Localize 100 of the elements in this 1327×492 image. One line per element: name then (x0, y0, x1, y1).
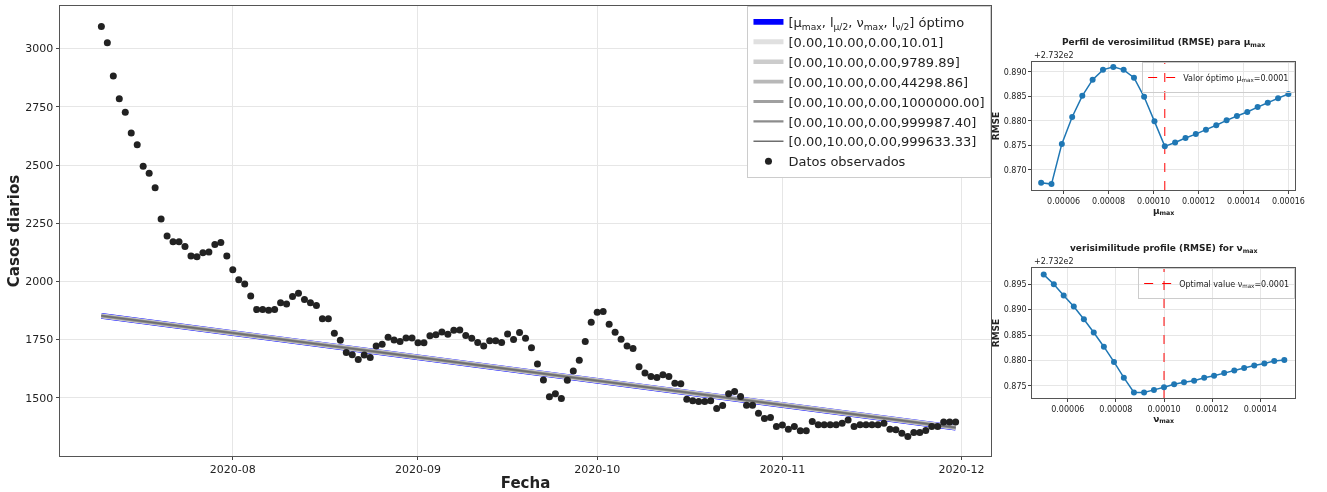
point (1213, 122, 1220, 129)
x-tick-label: 2020-12 (938, 463, 985, 477)
y-tick-label: 0.890 (1003, 305, 1027, 315)
y-tick-label: 0.880 (1003, 116, 1027, 126)
y-tick-label: 2250 (25, 217, 54, 231)
point (1171, 381, 1178, 388)
legend-label: [0.00,10.00,0.00,999633.33] (788, 134, 977, 150)
x-tick-label: 0.00010 (1147, 404, 1181, 414)
y-tick-label: 0.885 (1003, 92, 1027, 102)
legend-label: [0.00,10.00,0.00,999987.40] (788, 114, 977, 130)
x-tick-label: 0.00014 (1243, 404, 1277, 414)
point (1264, 99, 1271, 106)
point (1120, 66, 1127, 73)
text: +2.732e2 (1034, 51, 1074, 60)
point (1120, 374, 1127, 381)
point (1090, 329, 1097, 336)
x-tick-label: 0.00006 (1047, 196, 1081, 206)
point (1244, 109, 1251, 116)
y-tick-label: 2500 (25, 158, 54, 172)
point (1161, 384, 1168, 391)
ref-line-label: Optimal value ν$_{max}$=0.0001 (1179, 279, 1290, 290)
x-tick-label: 0.00008 (1099, 404, 1133, 414)
point (1251, 362, 1258, 369)
point (1231, 367, 1238, 374)
text: +2.732e2 (1034, 257, 1074, 266)
point (1058, 140, 1065, 147)
point (1181, 379, 1187, 386)
point (1099, 66, 1106, 73)
x-tick-label: 0.00008 (1092, 196, 1126, 206)
point (1211, 372, 1218, 379)
x-tick-label: 0.00012 (1195, 404, 1229, 414)
point (1281, 356, 1288, 363)
y-tick-label: 2000 (25, 275, 54, 289)
y-tick-label: 3000 (25, 42, 54, 56)
point (1261, 360, 1268, 367)
legend-label: [0.00,10.00,0.00,44298.86] (788, 74, 969, 90)
x-axis-title: ν$_{max}$ (1153, 413, 1175, 425)
point (1141, 93, 1148, 100)
x-tick-label: 2020-10 (574, 463, 621, 477)
legend-label: [0.00,10.00,0.00,10.01] (788, 34, 944, 50)
point (1040, 271, 1047, 278)
text: [μ$_{max}$, l$_{μ/2}$, ν$_{max}$, l$_{ν/2}$] óptimo (788, 15, 965, 32)
point (1131, 74, 1137, 81)
point (1241, 365, 1248, 372)
point (1060, 292, 1067, 299)
point (1048, 181, 1055, 188)
x-tick-label: 0.00010 (1137, 196, 1171, 206)
y-tick-label: 2750 (25, 100, 54, 114)
point (1221, 370, 1228, 377)
x-tick-label: 0.00006 (1051, 404, 1085, 414)
point (1080, 316, 1087, 323)
point (1069, 113, 1076, 120)
point (1089, 76, 1096, 83)
point (1100, 343, 1107, 350)
point (1151, 118, 1158, 125)
point (1110, 358, 1117, 365)
y-tick-label: 0.870 (1003, 165, 1027, 175)
point (1050, 281, 1057, 288)
point (1110, 63, 1117, 70)
point (1201, 374, 1208, 381)
x-axis-title: Fecha (500, 474, 551, 492)
y-tick-label: 0.875 (1003, 381, 1027, 391)
chart-title: Perfil de verosimilitud (RMSE) para μ$_{max}$ (1062, 37, 1266, 48)
y-axis-title: RMSE (991, 318, 1002, 348)
y-tick-label: 1750 (25, 333, 54, 347)
legend-label: [0.00,10.00,0.00,1000000.00] (788, 94, 985, 110)
chart-title: verisimilitude profile (RMSE) for ν$_{max}$ (1070, 243, 1258, 254)
x-tick-label: 0.00014 (1226, 196, 1261, 206)
point (1191, 377, 1198, 384)
y-axis-title: Casos diarios (4, 174, 23, 288)
point (1254, 104, 1261, 111)
point (1233, 112, 1240, 119)
y-tick-label: 0.875 (1003, 141, 1027, 151)
legend-label: [0.00,10.00,0.00,9789.89] (788, 54, 960, 70)
y-tick-label: 0.880 (1003, 356, 1027, 366)
x-tick-label: 0.00016 (1271, 196, 1305, 206)
x-tick-label: 0.00012 (1181, 196, 1216, 206)
point (1161, 143, 1168, 150)
y-tick-label: 0.885 (1003, 330, 1027, 340)
y-tick-label: 0.890 (1003, 67, 1027, 77)
point (1141, 389, 1148, 396)
y-tick-label: 1500 (25, 391, 54, 405)
point (1192, 131, 1199, 138)
y-axis-title: RMSE (991, 111, 1002, 141)
x-axis-title: μ$_{max}$ (1152, 205, 1175, 217)
point (1079, 92, 1086, 99)
point (1150, 386, 1157, 393)
point (1271, 357, 1278, 364)
point (1038, 179, 1045, 186)
point (1223, 117, 1230, 124)
x-tick-label: 2020-08 (209, 463, 256, 477)
point (1070, 303, 1077, 310)
point (1202, 126, 1209, 133)
point (1130, 389, 1137, 396)
legend-label: Datos observados (788, 154, 906, 170)
point (1182, 135, 1189, 142)
x-tick-label: 2020-09 (394, 463, 441, 477)
x-tick-label: 2020-11 (759, 463, 806, 477)
point (1275, 95, 1282, 102)
y-tick-label: 0.895 (1003, 280, 1027, 290)
